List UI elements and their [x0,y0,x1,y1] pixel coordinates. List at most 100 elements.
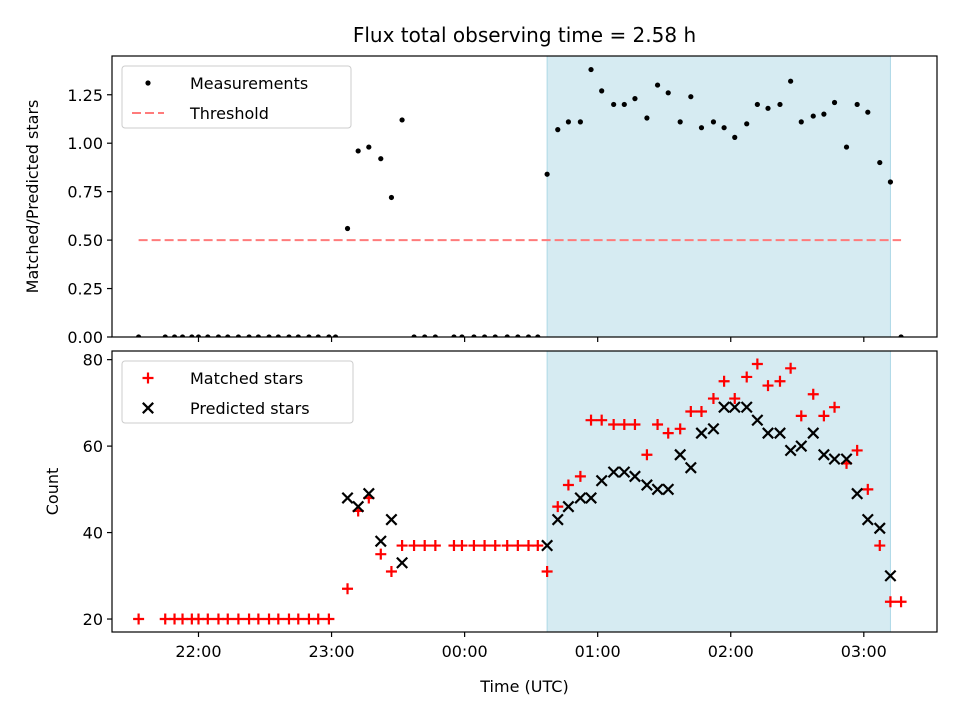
y-axis-label: Matched/Predicted stars [23,100,42,294]
point-0-0-45 [621,101,627,108]
axes-frame [111,55,938,338]
point-0-0-60 [788,78,794,84]
point-1-0-34 [512,540,524,552]
point-0-0-25 [399,117,405,123]
point-1-0-46 [641,449,653,461]
point-1-0-37 [541,565,553,577]
y-tick-label: 80 [83,351,103,370]
point-1-0-49 [674,423,686,435]
point-0-0-52 [698,125,705,131]
point-0-0-6 [205,334,211,337]
point-0-0-36 [525,334,532,337]
point-1-0-60 [795,410,807,422]
point-1-1-31 [817,448,830,461]
point-1-1-36 [873,522,886,535]
point-1-1-26 [762,427,774,440]
point-0-0-26 [411,334,417,337]
legend-swatch [142,372,154,384]
point-1-0-8 [222,613,234,625]
point-1-0-63 [829,401,841,413]
point-1-1-35 [861,513,874,526]
point-1-1-0 [341,492,354,504]
point-1-0-3 [177,613,189,625]
point-1-0-66 [862,483,874,495]
point-1-0-23 [385,565,397,577]
point-1-1-37 [884,569,897,582]
point-0-0-8 [225,334,231,337]
point-0-0-61 [798,119,804,125]
point-1-0-16 [303,613,315,625]
point-1-0-65 [851,444,863,456]
point-0-0-27 [422,334,428,337]
legend-swatch [145,80,151,86]
point-1-1-24 [740,401,753,414]
axes-frame [111,350,938,633]
point-1-0-14 [283,613,295,625]
point-1-1-25 [751,414,764,427]
point-1-1-28 [784,444,797,457]
series-layer [133,358,907,625]
x-tick-label: 01:00 [575,642,621,661]
legend-swatch [142,402,154,414]
point-0-0-66 [854,101,860,108]
point-1-0-30 [468,540,480,552]
y-tick-label: 40 [83,524,103,543]
point-0-0-14 [286,334,292,337]
point-1-0-48 [662,427,674,439]
point-0-0-17 [315,334,321,337]
point-1-1-6 [541,539,554,552]
y-tick-label: 0.25 [67,280,103,299]
legend-box [121,65,352,129]
point-1-0-47 [652,418,664,430]
point-1-0-38 [552,501,564,513]
legend-label: Measurements [190,74,308,93]
point-0-0-46 [632,96,638,102]
point-0-0-47 [644,115,650,121]
point-0-0-55 [732,134,738,140]
point-1-0-0 [133,613,145,625]
point-1-1-4 [385,513,398,526]
point-0-0-51 [688,94,694,100]
point-0-0-40 [565,119,572,125]
point-1-0-33 [501,540,513,552]
point-0-0-4 [189,334,195,337]
point-0-0-12 [266,334,272,337]
point-1-0-12 [263,613,275,625]
point-1-0-44 [618,418,630,430]
y-tick-label: 20 [83,610,103,629]
point-0-0-70 [898,334,904,337]
point-1-0-53 [718,375,730,387]
point-0-0-23 [378,156,384,162]
x-tick-label: 02:00 [708,642,754,661]
y-tick-label: 1.00 [67,134,103,153]
point-1-0-24 [396,540,408,552]
point-0-0-5 [195,334,202,337]
point-1-1-23 [728,401,741,414]
point-1-0-56 [751,358,763,370]
point-0-0-44 [611,101,617,108]
x-tick-label: 03:00 [841,642,887,661]
point-0-0-15 [295,334,301,337]
x-tick-label: 23:00 [309,642,355,661]
point-1-1-2 [362,487,375,500]
chart-title: Flux total observing time = 2.58 h [353,23,696,47]
point-1-0-35 [522,540,534,552]
point-0-0-31 [471,334,477,337]
point-0-0-69 [887,179,894,185]
point-1-0-67 [874,540,886,552]
point-1-0-57 [762,380,774,392]
y-tick-label: 60 [83,437,103,456]
point-1-0-58 [774,375,786,387]
point-1-1-21 [707,422,720,435]
point-0-0-48 [654,82,661,88]
point-0-0-62 [810,113,816,119]
point-1-0-19 [342,583,354,595]
point-1-1-34 [851,487,864,500]
point-1-0-10 [243,613,255,625]
x-tick-label: 00:00 [442,642,488,661]
bottom-panel: 20 40 60 80 22:00 23:00 00:00 01:00 02:00 03:00 Co… [43,350,938,696]
point-1-0-40 [574,470,586,482]
point-1-1-20 [695,427,708,440]
point-0-0-16 [306,334,312,337]
